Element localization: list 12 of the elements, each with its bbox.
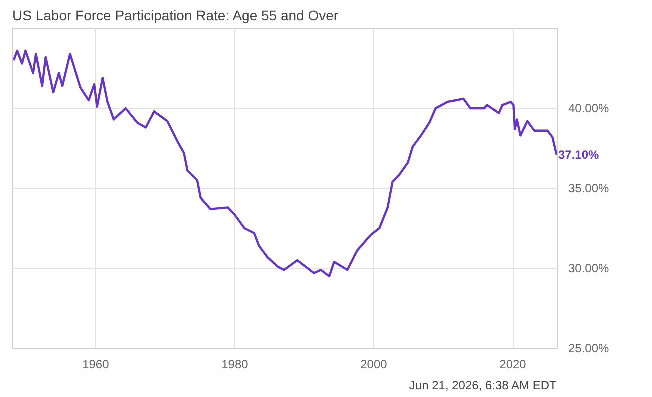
y-tick-label: 30.00%: [568, 262, 610, 276]
line-series: [12, 50, 558, 278]
text: Jun 21, 2026, 6:38 AM EDT: [409, 378, 558, 392]
y-tick-label: 25.00%: [568, 342, 610, 356]
y-tick-label: 40.00%: [568, 102, 610, 116]
data-label: 37.10%: [558, 148, 600, 162]
chart-title: US Labor Force Participation Rate: Age 55 and Over: [12, 8, 339, 24]
x-tick-label: 1980: [222, 358, 249, 372]
x-tick-label: 2020: [500, 358, 527, 372]
x-tick-label: 2000: [360, 358, 388, 372]
x-tick-label: 1960: [82, 358, 110, 372]
y-tick-label: 35.00%: [568, 182, 610, 196]
